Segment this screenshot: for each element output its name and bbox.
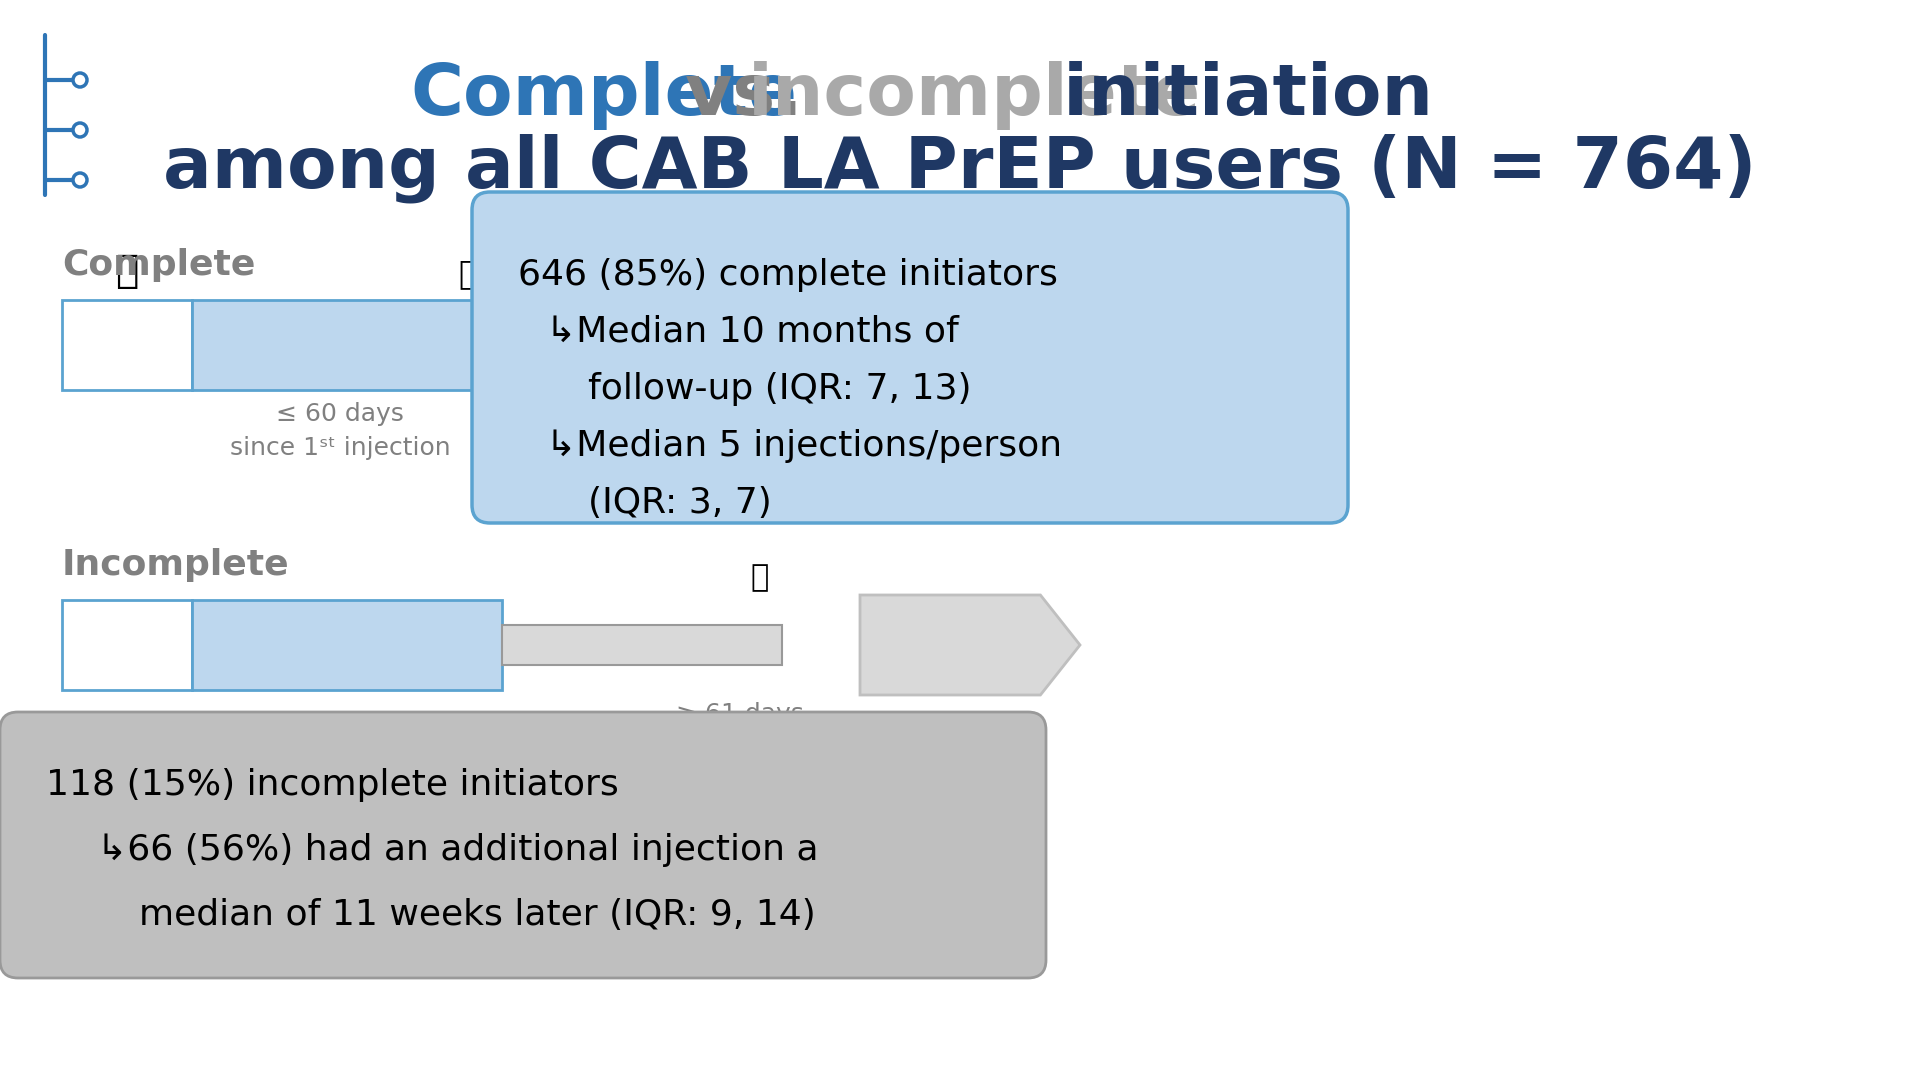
FancyBboxPatch shape [732, 325, 812, 365]
Text: 646 (85%) complete initiators: 646 (85%) complete initiators [518, 258, 1058, 292]
Polygon shape [860, 595, 1079, 696]
Text: (IQR: 3, 7): (IQR: 3, 7) [588, 486, 772, 519]
FancyBboxPatch shape [0, 712, 1046, 978]
FancyBboxPatch shape [61, 600, 192, 690]
FancyBboxPatch shape [501, 625, 781, 665]
Text: Complete: Complete [61, 248, 255, 282]
Polygon shape [860, 295, 1079, 395]
Text: ≤ 60 days
since 1ˢᵗ injection: ≤ 60 days since 1ˢᵗ injection [230, 402, 451, 459]
Text: 💉: 💉 [459, 257, 478, 291]
Text: Incomplete: Incomplete [61, 548, 290, 582]
FancyBboxPatch shape [61, 300, 192, 390]
Text: 💉: 💉 [115, 252, 138, 291]
Text: among all CAB LA PrEP users (N = 764): among all CAB LA PrEP users (N = 764) [163, 133, 1757, 203]
FancyBboxPatch shape [472, 192, 1348, 523]
Circle shape [73, 173, 86, 187]
Circle shape [73, 123, 86, 137]
Text: Complete: Complete [411, 60, 797, 130]
Circle shape [73, 73, 86, 87]
FancyBboxPatch shape [192, 300, 732, 390]
FancyBboxPatch shape [192, 600, 501, 690]
Text: follow-up (IQR: 7, 13): follow-up (IQR: 7, 13) [588, 372, 972, 406]
Text: median of 11 weeks later (IQR: 9, 14): median of 11 weeks later (IQR: 9, 14) [115, 897, 816, 932]
Text: incomplete: incomplete [749, 60, 1202, 130]
Text: ↳66 (56%) had an additional injection a: ↳66 (56%) had an additional injection a [75, 833, 818, 867]
Text: 💉: 💉 [751, 563, 770, 592]
Text: 118 (15%) incomplete initiators: 118 (15%) incomplete initiators [46, 768, 618, 802]
Text: ↳Median 10 months of: ↳Median 10 months of [545, 315, 958, 349]
Text: ↳Median 5 injections/person: ↳Median 5 injections/person [545, 429, 1062, 463]
Text: ≥ 61 days
since 1ˢᵗ injection: ≥ 61 days since 1ˢᵗ injection [630, 702, 851, 759]
Text: vs.: vs. [660, 60, 828, 130]
Text: initiation: initiation [1039, 60, 1432, 130]
